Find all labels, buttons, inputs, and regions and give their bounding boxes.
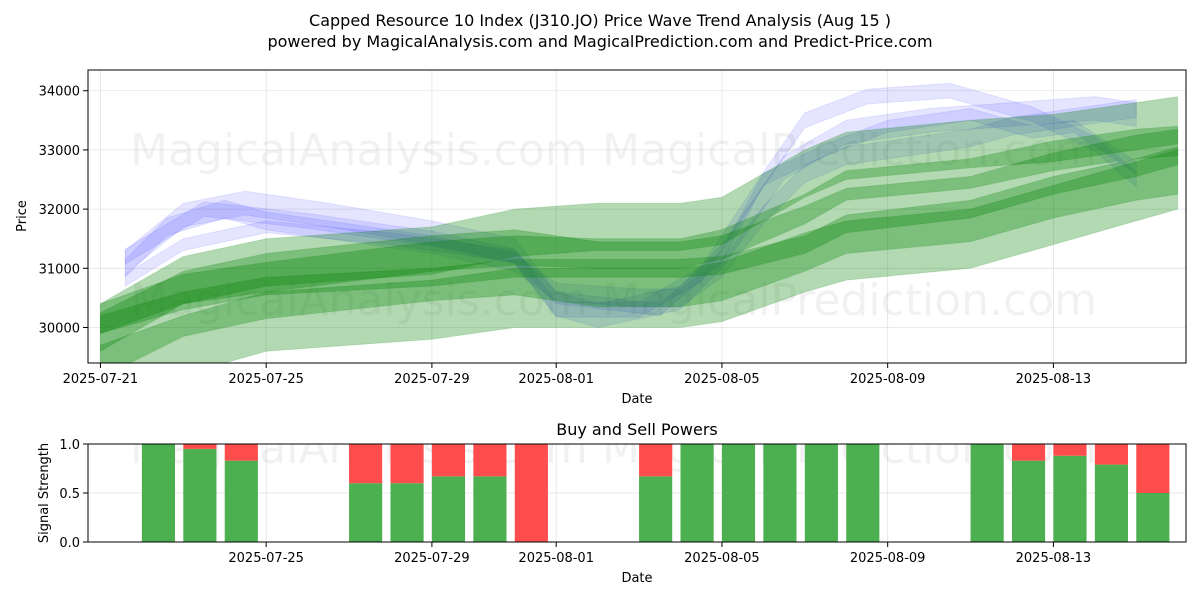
price-panel: MagicalAnalysis.com MagicalPrediction.co… xyxy=(15,69,1187,407)
signal-x-tick-label: 2025-08-01 xyxy=(518,551,594,566)
main-y-tick-label: 30000 xyxy=(39,321,80,336)
main-gridlines xyxy=(88,70,1186,363)
main-y-tick-label: 34000 xyxy=(39,85,80,100)
main-y-tick-label: 33000 xyxy=(39,144,80,159)
signal-x-tick-label: 2025-07-25 xyxy=(228,551,304,566)
buy-bar xyxy=(639,476,673,542)
main-x-tick-label: 2025-08-05 xyxy=(684,372,760,387)
buy-bar xyxy=(970,444,1004,542)
blue-wave-band-0 xyxy=(124,99,1137,308)
sell-bar xyxy=(473,444,507,477)
signal-x-tick-label: 2025-08-09 xyxy=(850,551,926,566)
sell-bar xyxy=(183,444,217,449)
buy-bar xyxy=(224,460,258,542)
watermark-prediction: MagicalPrediction.com xyxy=(602,275,1097,326)
sell-bar xyxy=(1053,444,1087,456)
signal-bars-layer xyxy=(141,444,1170,542)
buy-bar xyxy=(1136,493,1170,542)
buy-bar xyxy=(473,476,507,542)
signal-y-ticks: 0.0 0.5 1.0 xyxy=(59,438,88,551)
sell-bar xyxy=(1094,444,1128,465)
main-x-axis-label: Date xyxy=(621,392,652,407)
main-x-tick-label: 2025-07-21 xyxy=(63,372,139,387)
buy-bar xyxy=(680,444,714,542)
signal-x-tick-label: 2025-08-13 xyxy=(1016,551,1092,566)
signal-y-tick-label: 0.5 xyxy=(59,487,80,502)
blue-wave-band-2 xyxy=(124,82,1137,318)
green-wave-band-6 xyxy=(99,128,1179,363)
main-x-tick-label: 2025-08-01 xyxy=(518,372,594,387)
buy-bar xyxy=(183,448,217,542)
signal-x-tick-label: 2025-08-05 xyxy=(684,551,760,566)
buy-bar xyxy=(1094,464,1128,542)
main-series-layer xyxy=(99,82,1179,363)
signal-panel-title: Buy and Sell Powers xyxy=(556,420,718,439)
buy-bar xyxy=(390,483,424,542)
main-y-tick-label: 31000 xyxy=(39,262,80,277)
sell-bar xyxy=(224,444,258,461)
main-x-tick-label: 2025-08-13 xyxy=(1016,372,1092,387)
buy-bar xyxy=(763,444,797,542)
sell-bar xyxy=(514,444,548,542)
main-x-tick-label: 2025-07-29 xyxy=(394,372,470,387)
watermark-analysis: MagicalAnalysis.com xyxy=(130,275,588,326)
watermark-prediction: MagicalPrediction.com xyxy=(602,125,1097,176)
chart-title: Capped Resource 10 Index (J310.JO) Price… xyxy=(309,11,891,30)
blue-wave-band-1 xyxy=(124,96,1137,328)
sell-bar xyxy=(349,444,383,484)
main-x-tick-label: 2025-08-09 xyxy=(850,372,926,387)
main-y-tick-label: 32000 xyxy=(39,203,80,218)
sell-bar xyxy=(1136,444,1170,493)
chart-subtitle: powered by MagicalAnalysis.com and Magic… xyxy=(267,32,932,51)
sell-bar xyxy=(431,444,466,477)
signal-panel: Buy and Sell Powers MagicalAnalysis.com … xyxy=(37,420,1187,586)
main-x-tick-label: 2025-07-25 xyxy=(228,372,304,387)
main-x-ticks: 2025-07-21 2025-07-25 2025-07-29 2025-08-01… xyxy=(63,363,1092,387)
buy-bar xyxy=(1053,455,1087,542)
main-y-axis-label: Price xyxy=(15,200,30,232)
green-wave-band-7 xyxy=(99,146,1179,334)
signal-y-tick-label: 0.0 xyxy=(59,536,80,551)
buy-bar xyxy=(721,444,756,542)
main-plot-frame xyxy=(87,69,1187,364)
blue-wave-band-3 xyxy=(124,108,1137,317)
buy-bar xyxy=(1011,460,1046,542)
green-wave-band-5 xyxy=(99,125,1179,334)
signal-x-ticks: 2025-07-25 2025-07-29 2025-08-01 2025-08-05… xyxy=(228,542,1091,566)
signal-x-tick-label: 2025-07-29 xyxy=(394,551,470,566)
green-wave-band-4 xyxy=(99,96,1179,352)
buy-bar xyxy=(141,444,176,542)
watermark-analysis: MagicalAnalysis.com xyxy=(130,125,588,176)
signal-y-tick-label: 1.0 xyxy=(59,438,80,453)
buy-bar xyxy=(846,444,880,542)
sell-bar xyxy=(639,444,673,477)
buy-bar xyxy=(804,444,838,542)
main-y-ticks: 30000 31000 32000 33000 34000 xyxy=(39,85,88,336)
sell-bar xyxy=(390,444,424,484)
green-wave-band-8 xyxy=(99,149,1179,363)
buy-bar xyxy=(431,476,466,542)
buy-bar xyxy=(349,483,383,542)
sell-bar xyxy=(1011,444,1046,461)
signal-x-axis-label: Date xyxy=(621,571,652,586)
signal-y-axis-label: Signal Strength xyxy=(37,443,52,543)
